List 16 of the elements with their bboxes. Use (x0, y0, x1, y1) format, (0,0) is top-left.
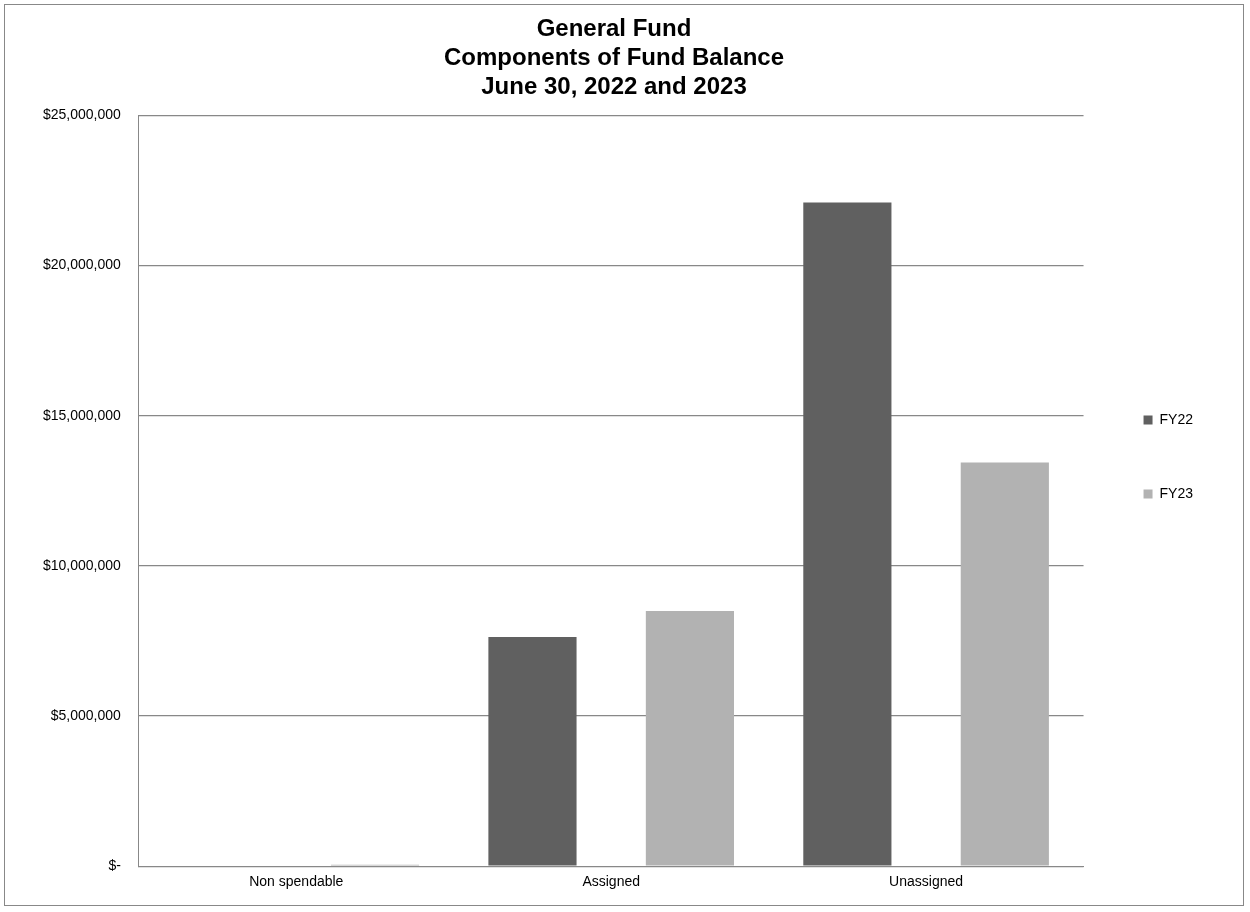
bar (488, 637, 577, 866)
y-tick-label: $25,000,000 (43, 106, 122, 123)
x-tick-label: Unassigned (889, 873, 964, 890)
y-tick-label: $5,000,000 (50, 706, 122, 723)
y-tick-label: $- (108, 857, 122, 874)
legend-label: FY22 (1159, 410, 1194, 427)
bar (803, 202, 892, 866)
bar (645, 610, 735, 866)
x-tick-label: Assigned (582, 873, 640, 890)
y-tick-label: $20,000,000 (43, 256, 122, 273)
x-tick-label: Non spendable (249, 873, 344, 890)
chart-title: General Fund Components of Fund Balance June 30, 2022 and 2023 (443, 14, 785, 99)
bar (960, 462, 1049, 866)
y-tick-label: $15,000,000 (43, 406, 122, 423)
legend-label: FY23 (1159, 484, 1194, 501)
y-tick-label: $10,000,000 (43, 556, 122, 573)
